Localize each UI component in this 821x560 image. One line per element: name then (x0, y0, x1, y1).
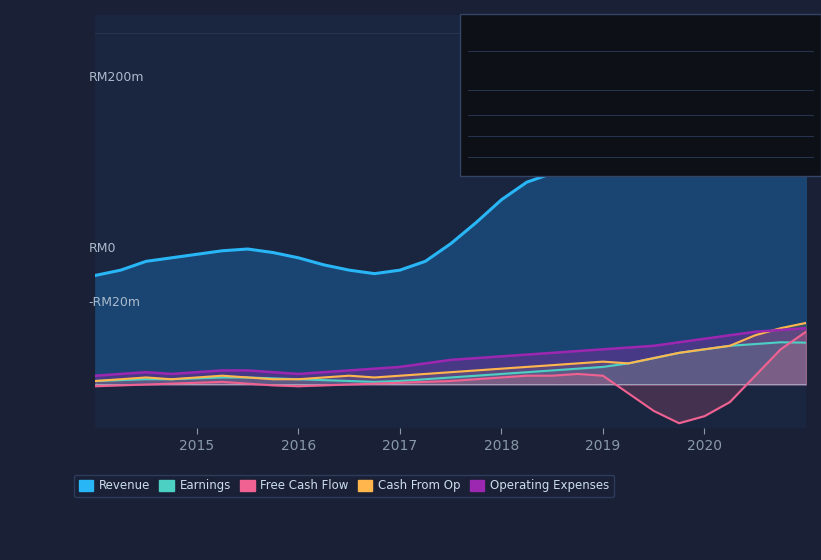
Text: RM171.538m: RM171.538m (608, 31, 685, 41)
Text: /yr: /yr (677, 31, 691, 41)
Text: Cash From Op: Cash From Op (474, 116, 547, 126)
Text: RM0: RM0 (89, 242, 116, 255)
Text: RM30.449m: RM30.449m (608, 95, 677, 105)
Text: /yr: /yr (677, 52, 691, 62)
Text: /yr: /yr (677, 95, 691, 105)
Text: /yr: /yr (677, 137, 691, 147)
Text: RM35.382m: RM35.382m (608, 116, 677, 126)
Text: -RM20m: -RM20m (89, 296, 140, 309)
Text: Revenue: Revenue (474, 31, 519, 41)
Text: Operating Expenses: Operating Expenses (474, 137, 579, 147)
Text: Free Cash Flow: Free Cash Flow (474, 95, 552, 105)
Text: 13.9%: 13.9% (608, 73, 644, 83)
Text: RM23.858m: RM23.858m (608, 52, 677, 62)
Text: /yr: /yr (677, 116, 691, 126)
Text: profit margin: profit margin (639, 73, 710, 83)
Text: RM200m: RM200m (89, 71, 144, 83)
Text: RM32.012m: RM32.012m (608, 137, 677, 147)
Legend: Revenue, Earnings, Free Cash Flow, Cash From Op, Operating Expenses: Revenue, Earnings, Free Cash Flow, Cash … (74, 474, 614, 497)
Text: Dec 31 2020: Dec 31 2020 (472, 22, 559, 35)
Text: Earnings: Earnings (474, 52, 519, 62)
